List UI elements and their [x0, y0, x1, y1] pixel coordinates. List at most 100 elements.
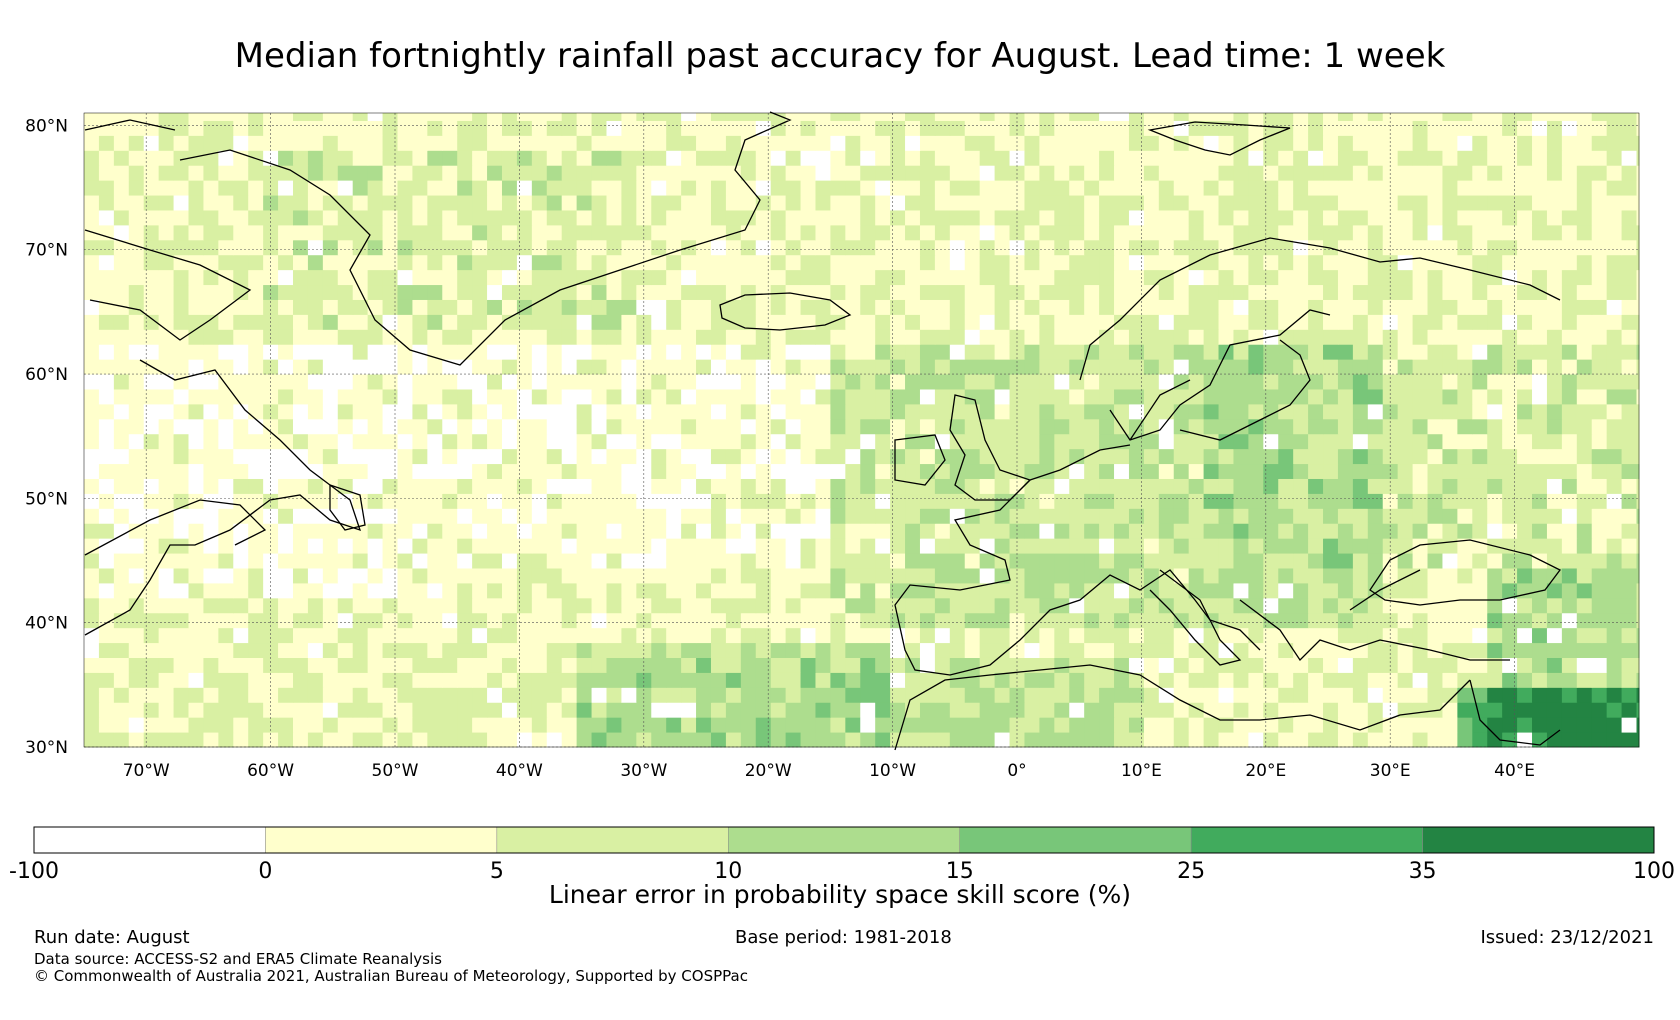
skill-cell: [1248, 717, 1264, 733]
skill-cell: [128, 567, 145, 584]
skill-cell: [890, 687, 906, 703]
skill-cell: [681, 582, 697, 599]
skill-cell: [1621, 672, 1638, 688]
skill-cell: [770, 702, 787, 718]
skill-cell: [233, 582, 249, 599]
skill-cell: [860, 702, 876, 718]
skill-cell: [218, 642, 234, 658]
skill-cell: [292, 702, 309, 718]
skill-cell: [1502, 657, 1518, 673]
skill-cell: [905, 567, 921, 584]
skill-cell: [830, 627, 846, 644]
skill-cell: [1636, 717, 1640, 733]
skill-cell: [1173, 627, 1190, 644]
skill-cell: [1114, 612, 1130, 629]
skill-cell: [442, 702, 458, 718]
skill-cell: [1352, 627, 1369, 644]
skill-cell: [501, 672, 518, 688]
skill-cell: [1427, 657, 1443, 673]
skill-cell: [1323, 597, 1339, 614]
skill-cell: [919, 732, 936, 748]
skill-cell: [1308, 612, 1324, 629]
skill-cell: [576, 732, 593, 748]
skill-cell: [1203, 642, 1220, 658]
skill-cell: [1293, 597, 1309, 614]
skill-cell: [337, 717, 354, 733]
skill-cell: [233, 687, 249, 703]
skill-cell: [770, 717, 787, 733]
skill-cell: [1621, 582, 1638, 599]
skill-cell: [1457, 657, 1473, 673]
skill-cell: [1397, 627, 1414, 644]
skill-cell: [278, 582, 294, 599]
skill-cell: [1532, 672, 1548, 688]
skill-cell: [113, 672, 130, 688]
skill-cell: [1114, 687, 1130, 703]
skill-cell: [1606, 717, 1623, 733]
skill-cell: [1278, 732, 1294, 748]
skill-cell: [472, 702, 488, 718]
skill-cell: [1517, 717, 1533, 733]
skill-cell: [1069, 657, 1085, 673]
skill-cell: [1099, 687, 1115, 703]
skill-cell: [1442, 717, 1458, 733]
skill-cell: [158, 687, 175, 703]
skill-cell: [755, 732, 772, 748]
skill-cell: [1546, 627, 1563, 644]
skill-cell: [1636, 702, 1640, 718]
skill-cell: [785, 612, 802, 629]
skill-cell: [322, 612, 339, 629]
skill-cell: [591, 702, 607, 718]
skill-cell: [1606, 657, 1623, 673]
skill-cell: [337, 597, 354, 614]
skill-cell: [636, 612, 652, 629]
map-title: Median fortnightly rainfall past accurac…: [234, 36, 1446, 76]
skill-cell: [1128, 657, 1145, 673]
skill-cell: [1367, 732, 1384, 748]
skill-cell: [1502, 582, 1518, 599]
skill-cell: [472, 612, 488, 629]
skill-cell: [1397, 582, 1414, 599]
skill-cell: [412, 702, 428, 718]
skill-cell: [1263, 567, 1279, 584]
colorbar-segments: [33, 826, 1655, 854]
skill-cell: [1263, 612, 1279, 629]
skill-cell: [203, 717, 219, 733]
skill-cell: [651, 567, 667, 584]
skill-cell: [1323, 627, 1339, 644]
skill-cell: [710, 597, 727, 614]
skill-cell: [621, 582, 637, 599]
skill-cell: [337, 687, 354, 703]
skill-cell: [949, 702, 966, 718]
skill-cell: [1532, 597, 1548, 614]
skill-cell: [1308, 597, 1324, 614]
skill-cell: [830, 597, 846, 614]
skill-cell: [1532, 687, 1548, 703]
skill-cell: [1487, 612, 1503, 629]
skill-cell: [860, 582, 876, 599]
skill-cell: [472, 642, 488, 658]
skill-cell: [1218, 642, 1234, 658]
skill-cell: [800, 642, 816, 658]
skill-cell: [1427, 567, 1443, 584]
skill-cell: [696, 717, 712, 733]
skill-cell: [113, 597, 130, 614]
skill-cell: [337, 672, 354, 688]
skill-cell: [1158, 732, 1175, 748]
skill-cell: [516, 687, 533, 703]
skill-cell: [1173, 672, 1190, 688]
skill-cell: [531, 612, 548, 629]
skill-cell: [1039, 702, 1055, 718]
skill-cell: [1128, 702, 1145, 718]
skill-cell: [1472, 582, 1488, 599]
skill-cell: [561, 732, 578, 748]
skill-cell: [576, 627, 593, 644]
skill-cell: [1323, 582, 1339, 599]
skill-cell: [501, 642, 518, 658]
skill-cell: [1487, 642, 1503, 658]
skill-cell: [1472, 627, 1488, 644]
skill-cell: [1128, 642, 1145, 658]
skill-cell: [681, 687, 697, 703]
skill-cell: [860, 627, 876, 644]
skill-cell: [487, 567, 503, 584]
